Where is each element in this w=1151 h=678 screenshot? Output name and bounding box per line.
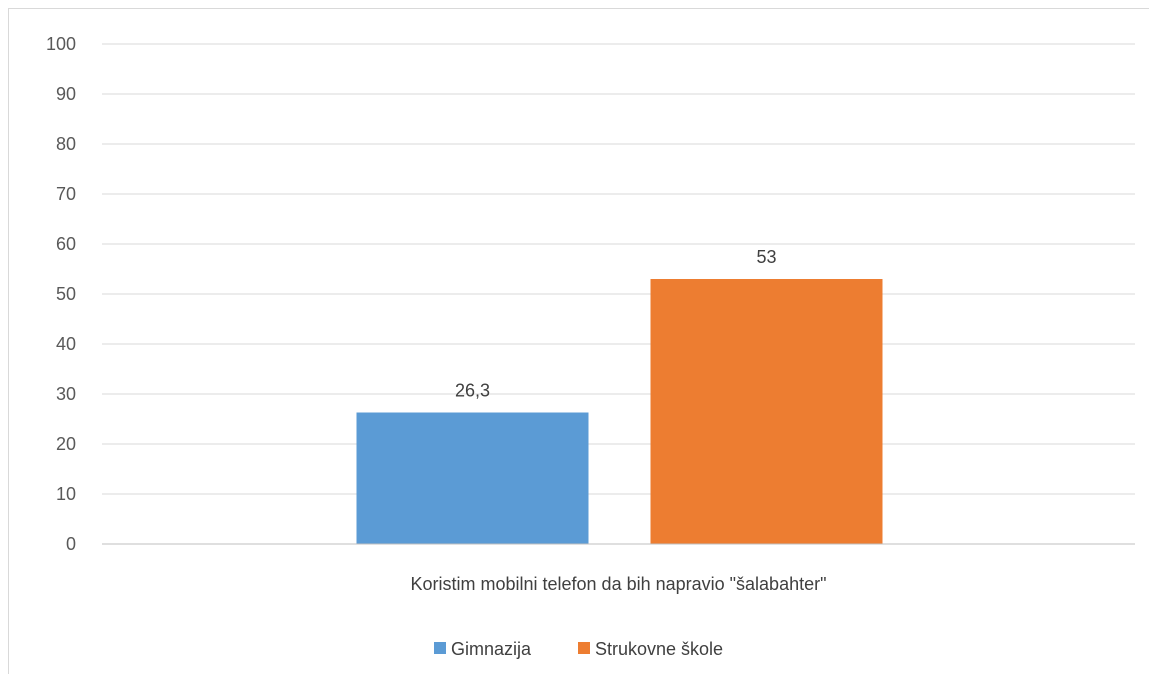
y-tick-label: 0 xyxy=(66,534,76,554)
gridlines xyxy=(102,43,1135,495)
y-tick-label: 60 xyxy=(56,234,76,254)
legend: Gimnazija Strukovne škole xyxy=(434,639,723,659)
legend-label-gimnazija: Gimnazija xyxy=(451,639,532,659)
y-axis-tick-labels: 0 10 20 30 40 50 60 70 80 90 100 xyxy=(46,34,76,554)
y-tick-label: 40 xyxy=(56,334,76,354)
chart-frame xyxy=(8,8,1149,674)
data-label: 26,3 xyxy=(455,381,490,401)
legend-swatch-strukovne-skole xyxy=(578,642,590,654)
bar-strukovne-škole xyxy=(650,279,883,544)
y-tick-label: 20 xyxy=(56,434,76,454)
y-tick-label: 90 xyxy=(56,84,76,104)
y-tick-label: 30 xyxy=(56,384,76,404)
data-label: 53 xyxy=(756,247,776,267)
bars xyxy=(356,279,883,544)
y-tick-label: 10 xyxy=(56,484,76,504)
bar-gimnazija xyxy=(356,412,589,544)
y-tick-label: 70 xyxy=(56,184,76,204)
category-label: Koristim mobilni telefon da bih napravio… xyxy=(410,574,826,594)
y-tick-label: 80 xyxy=(56,134,76,154)
legend-label-strukovne-skole: Strukovne škole xyxy=(595,639,723,659)
legend-swatch-gimnazija xyxy=(434,642,446,654)
y-tick-label: 100 xyxy=(46,34,76,54)
y-tick-label: 50 xyxy=(56,284,76,304)
data-labels: 26,3 53 xyxy=(455,247,777,401)
